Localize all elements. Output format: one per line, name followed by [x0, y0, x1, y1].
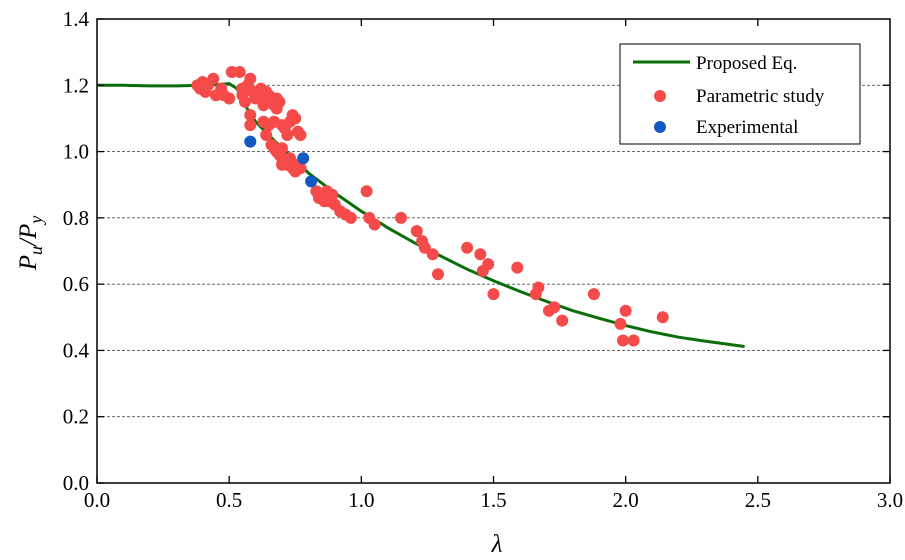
y-tick-label-3: 0.6	[63, 272, 89, 296]
legend-label-proposed: Proposed Eq.	[696, 53, 797, 74]
x-axis-label: λ	[491, 531, 503, 558]
parametric-point-79	[474, 248, 487, 261]
y-tick-label-6: 1.2	[63, 73, 89, 97]
parametric-point-42	[294, 129, 307, 141]
y-axis-label-main: P	[15, 255, 42, 271]
parametric-point-18	[244, 119, 257, 132]
legend-label-experimental: Experimental	[696, 117, 798, 138]
points-layer	[191, 66, 669, 347]
legend-marker-parametric	[654, 90, 666, 102]
parametric-point-77	[432, 268, 444, 281]
parametric-point-71	[368, 218, 381, 231]
parametric-point-73	[410, 225, 423, 238]
legend-marker-experimental	[654, 121, 666, 133]
y-tick-label-2: 0.4	[63, 338, 90, 362]
y-axis-label-separator: /P	[15, 224, 42, 248]
x-tick-label-4: 2.0	[613, 488, 639, 512]
parametric-point-69	[360, 185, 373, 198]
y-tick-label-0: 0.0	[63, 471, 89, 495]
x-tick-label-5: 2.5	[745, 488, 771, 512]
y-tick-label-7: 1.4	[63, 7, 90, 31]
y-axis-label-sep-subscript: y	[26, 216, 46, 226]
legend-label-parametric: Parametric study	[696, 86, 825, 107]
parametric-point-17	[244, 109, 257, 122]
y-axis-ticks: 0.0 0.2 0.4 0.6 0.8 1.0 1.2 1.4	[63, 7, 890, 495]
parametric-point-64	[326, 188, 339, 201]
parametric-point-16	[244, 72, 257, 85]
parametric-point-52	[284, 152, 296, 165]
legend: Proposed Eq. Parametric study Experiment…	[619, 43, 861, 145]
experimental-point-2	[305, 175, 318, 188]
parametric-point-92	[619, 304, 632, 317]
x-tick-label-1: 0.5	[216, 488, 242, 512]
experimental-point-0	[244, 135, 257, 148]
parametric-point-91	[617, 334, 629, 347]
parametric-point-75	[418, 241, 431, 254]
parametric-point-68	[344, 211, 357, 224]
parametric-point-94	[656, 311, 669, 324]
parametric-point-72	[395, 211, 407, 224]
parametric-point-85	[532, 281, 545, 294]
y-tick-label-1: 0.2	[63, 405, 89, 429]
parametric-point-31	[273, 95, 286, 108]
x-tick-label-2: 1.0	[348, 488, 374, 512]
parametric-point-43	[260, 129, 273, 141]
x-tick-label-0: 0.0	[84, 488, 110, 512]
y-axis-label: Pu/Py	[15, 216, 46, 272]
y-tick-label-5: 1.0	[63, 140, 89, 164]
parametric-point-9	[223, 92, 236, 105]
parametric-point-78	[461, 241, 474, 254]
parametric-point-57	[276, 158, 288, 171]
y-tick-label-4: 0.8	[63, 206, 89, 230]
parametric-point-88	[556, 314, 569, 327]
parametric-point-11	[233, 66, 246, 78]
parametric-point-89	[587, 288, 600, 301]
parametric-point-56	[294, 162, 307, 175]
parametric-point-93	[627, 334, 640, 347]
x-axis-ticks: 0.0 0.5 1.0 1.5 2.0 2.5 3.0	[84, 19, 903, 512]
x-tick-label-3: 1.5	[480, 488, 506, 512]
parametric-point-87	[548, 301, 561, 314]
x-tick-label-6: 3.0	[877, 488, 903, 512]
parametric-point-81	[482, 258, 495, 271]
y-axis-label-main-subscript: u	[26, 246, 46, 255]
parametric-point-82	[487, 288, 500, 301]
parametric-point-90	[614, 317, 627, 330]
parametric-point-5	[207, 72, 220, 85]
parametric-point-49	[276, 142, 288, 155]
parametric-point-76	[426, 248, 439, 261]
parametric-point-37	[281, 129, 294, 141]
parametric-point-83	[511, 261, 524, 274]
parametric-point-14	[239, 95, 251, 108]
experimental-point-1	[297, 152, 310, 165]
parametric-point-40	[289, 112, 302, 125]
